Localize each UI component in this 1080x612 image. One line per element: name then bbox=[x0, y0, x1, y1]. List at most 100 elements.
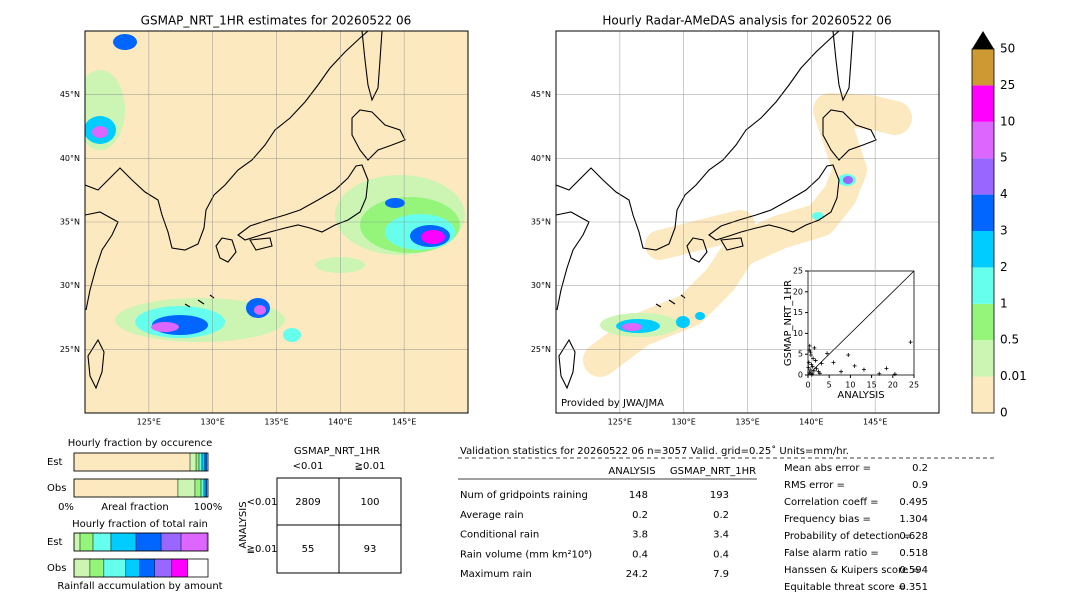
bar-segment bbox=[204, 452, 208, 472]
y-tick-label: 45°N bbox=[60, 90, 80, 99]
row-label: Average rain bbox=[460, 510, 524, 521]
colorbar-label: 2 bbox=[1000, 260, 1008, 274]
map-title: GSMAP_NRT_1HR estimates for 20260522 06 bbox=[141, 14, 412, 28]
point bbox=[808, 350, 813, 355]
bar-segment bbox=[180, 532, 208, 552]
colorbar-segment bbox=[972, 85, 994, 122]
row-header: ANALYSIS bbox=[238, 501, 249, 548]
stats-title: Validation statistics for 20260522 06 n=… bbox=[460, 445, 849, 457]
table-value: 7.9 bbox=[713, 569, 729, 580]
map-title: Hourly Radar-AMeDAS analysis for 2026052… bbox=[602, 14, 891, 28]
point bbox=[852, 363, 857, 368]
point bbox=[808, 368, 813, 373]
score-value: 1.304 bbox=[899, 514, 928, 525]
colorbar-label: 0.5 bbox=[1000, 333, 1019, 347]
y-tick-label: 40°N bbox=[60, 154, 80, 163]
x-tick-label: 130°E bbox=[672, 418, 696, 427]
y-axis-label: GSMAP_NRT_1HR bbox=[783, 280, 794, 366]
table-value: 0.2 bbox=[713, 510, 729, 521]
category-label: Est bbox=[47, 457, 63, 468]
bar-segment bbox=[73, 478, 179, 498]
x-tick-label: 5 bbox=[827, 381, 832, 390]
score-value: 0.495 bbox=[899, 497, 928, 508]
bar-frame bbox=[73, 478, 209, 498]
point bbox=[825, 351, 830, 356]
colorbar-segment bbox=[972, 121, 994, 159]
point bbox=[810, 364, 815, 369]
rain-area bbox=[812, 212, 824, 220]
bar-segment bbox=[189, 452, 197, 472]
bar-frame bbox=[73, 532, 209, 552]
rain-area bbox=[622, 323, 642, 331]
row-label: Conditional rain bbox=[460, 530, 539, 541]
bar-segment bbox=[135, 532, 162, 552]
point bbox=[811, 368, 816, 373]
colorbar-label: 1 bbox=[1000, 296, 1008, 310]
rain-area bbox=[315, 257, 365, 273]
table-value: 148 bbox=[629, 490, 648, 501]
colorbar-label: 25 bbox=[1000, 78, 1015, 92]
point bbox=[811, 356, 816, 361]
column-label: ≧0.01 bbox=[355, 461, 386, 472]
colorbar-segment bbox=[972, 231, 994, 268]
map-frame bbox=[555, 30, 940, 414]
bar-segment bbox=[73, 558, 91, 578]
score-label: Mean abs error = bbox=[784, 463, 871, 474]
x-axis-label: Areal fraction bbox=[101, 502, 168, 513]
colorbar-segment bbox=[972, 376, 994, 413]
score-label: Correlation coeff = bbox=[784, 497, 879, 508]
row-label: Rain volume (mm km²10⁶) bbox=[460, 549, 592, 560]
x-tick-label: 140°E bbox=[799, 418, 823, 427]
bar-segment bbox=[139, 558, 156, 578]
bar-segment bbox=[194, 478, 202, 498]
point bbox=[809, 362, 814, 367]
table-cell: 2809 bbox=[295, 497, 320, 508]
y-tick-label: 25 bbox=[793, 267, 803, 276]
y-tick-label: 35°N bbox=[531, 218, 551, 227]
rain-field bbox=[85, 31, 465, 389]
table-value: 3.8 bbox=[632, 530, 648, 541]
rain-area bbox=[421, 230, 445, 244]
map-frame bbox=[84, 30, 469, 414]
point bbox=[810, 371, 815, 376]
y-tick-label: 45°N bbox=[531, 90, 551, 99]
bar-segment bbox=[79, 532, 94, 552]
point bbox=[908, 340, 913, 345]
y-tick-label: 25°N bbox=[60, 345, 80, 354]
credit: Provided by JWA/JMA bbox=[561, 398, 664, 409]
point bbox=[807, 348, 812, 353]
chart-title: Hourly fraction by occurence bbox=[68, 438, 212, 449]
score-value: 0.9 bbox=[912, 480, 928, 491]
score-value: 0.594 bbox=[899, 565, 928, 576]
score-value: 0.2 bbox=[912, 463, 928, 474]
table-value: 193 bbox=[710, 490, 729, 501]
point bbox=[892, 372, 897, 377]
point bbox=[812, 345, 817, 350]
point bbox=[877, 371, 882, 376]
bar-segment bbox=[89, 558, 105, 578]
point bbox=[807, 343, 812, 348]
x-axis-label: Rainfall accumulation by amount bbox=[57, 581, 222, 592]
bar-segment bbox=[125, 558, 140, 578]
x-axis-label: ANALYSIS bbox=[837, 390, 884, 401]
x-tick-label: 140°E bbox=[328, 418, 352, 427]
point bbox=[806, 365, 811, 370]
x-tick-label: 25 bbox=[909, 381, 919, 390]
bar-segment bbox=[103, 558, 127, 578]
rain-field bbox=[556, 31, 912, 389]
bar-segment bbox=[110, 532, 137, 552]
bar-segment bbox=[205, 478, 208, 498]
bar-segment bbox=[195, 452, 200, 472]
bar-segment bbox=[73, 452, 191, 472]
colorbar-segment bbox=[972, 158, 994, 195]
colorbar-segment bbox=[972, 340, 994, 377]
y-tick-label: 10 bbox=[793, 329, 803, 338]
column-label: <0.01 bbox=[293, 461, 324, 472]
bar-segment bbox=[73, 532, 81, 552]
category-label: Obs bbox=[47, 563, 66, 574]
bar-segment bbox=[200, 478, 205, 498]
rain-area bbox=[843, 176, 853, 184]
y-tick-label: 30°N bbox=[60, 281, 80, 290]
y-tick-label: 0 bbox=[798, 371, 803, 380]
rain-area bbox=[283, 328, 301, 342]
